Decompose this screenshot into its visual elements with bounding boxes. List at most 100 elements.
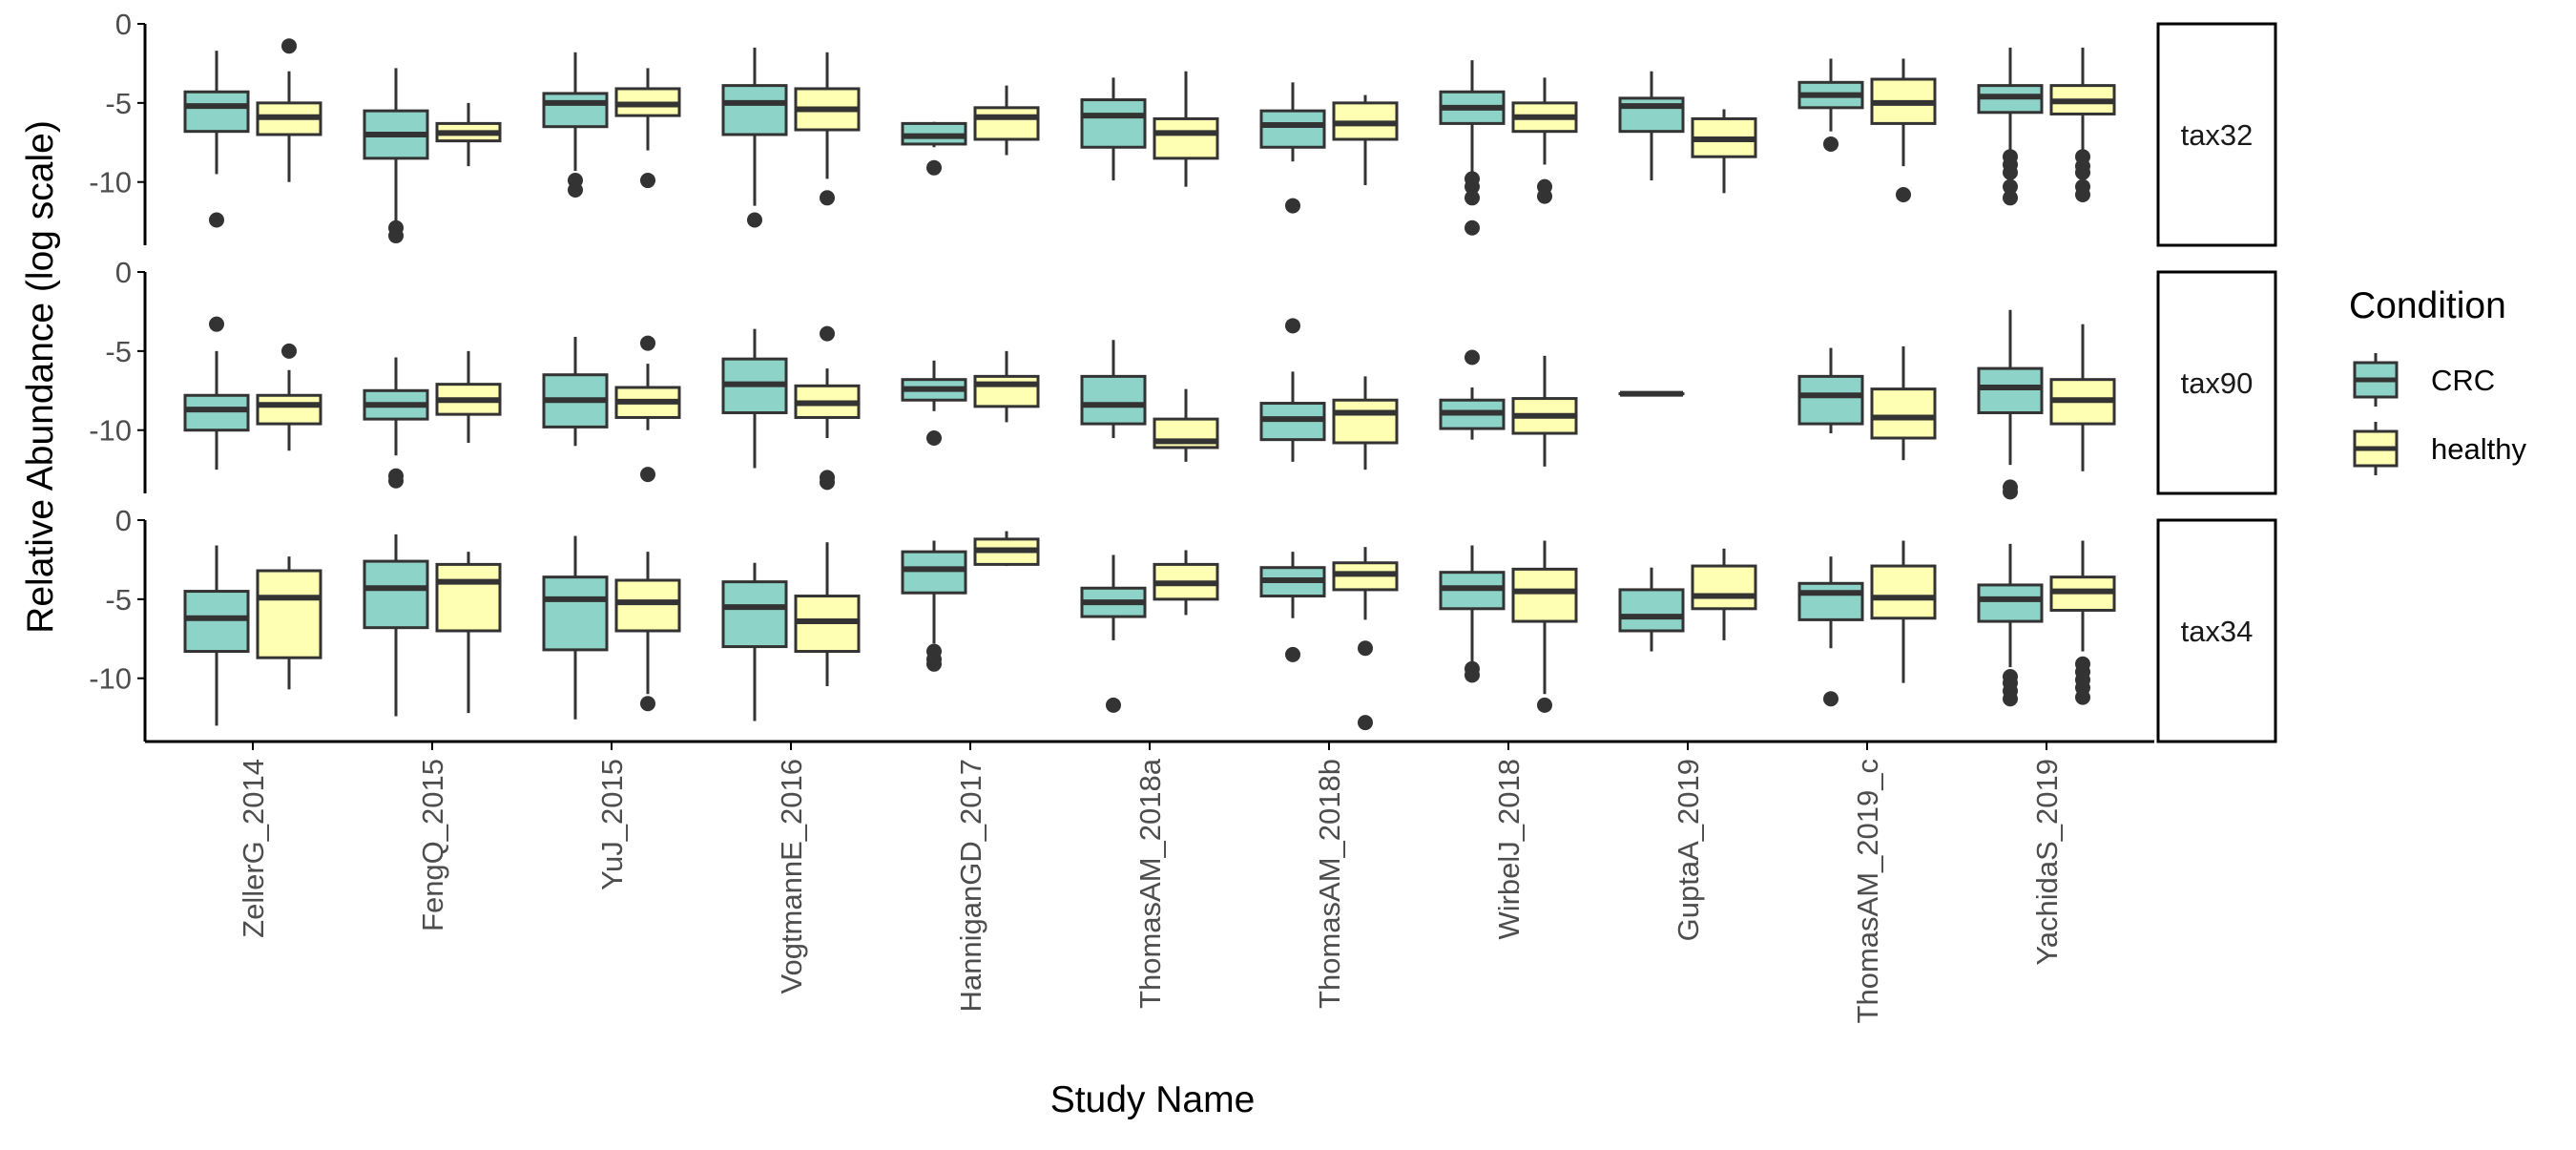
box-healthy-VogtmannE_2016 bbox=[796, 326, 859, 491]
box-iqr bbox=[1620, 590, 1683, 631]
x-tick-label: YachidaS_2019 bbox=[2030, 759, 2064, 966]
outlier-point bbox=[1106, 698, 1121, 713]
x-tick-label: HanniganGD_2017 bbox=[954, 759, 987, 1012]
facet-label: tax90 bbox=[2181, 366, 2254, 400]
outlier-point bbox=[2003, 484, 2018, 499]
box-iqr bbox=[544, 94, 607, 127]
box-healthy-ThomasAM_2018a bbox=[1154, 550, 1217, 615]
box-crc-ThomasAM_2018a bbox=[1082, 77, 1145, 180]
box-healthy-ThomasAM_2019_c bbox=[1872, 58, 1935, 202]
box-crc-WirbelJ_2018 bbox=[1441, 349, 1504, 439]
x-tick-label: WirbelJ_2018 bbox=[1492, 759, 1526, 940]
box-iqr bbox=[185, 92, 248, 131]
box-healthy-FengQ_2015 bbox=[437, 103, 500, 166]
box-crc-ThomasAM_2019_c bbox=[1799, 58, 1862, 151]
facet-label: tax32 bbox=[2181, 118, 2254, 152]
box-healthy-HanniganGD_2017 bbox=[975, 351, 1038, 423]
box-crc-YuJ_2015 bbox=[544, 337, 607, 446]
box-iqr bbox=[1082, 376, 1145, 424]
box-healthy-GuptaA_2019 bbox=[1693, 549, 1755, 640]
box-iqr bbox=[1799, 583, 1862, 619]
box-healthy-HanniganGD_2017 bbox=[975, 532, 1038, 566]
box-crc-HanniganGD_2017 bbox=[903, 361, 966, 446]
box-iqr bbox=[1872, 566, 1935, 618]
box-iqr bbox=[1979, 585, 2042, 621]
y-tick-label: -5 bbox=[105, 87, 132, 120]
box-iqr bbox=[364, 561, 427, 628]
outlier-point bbox=[640, 467, 655, 482]
box-healthy-ThomasAM_2018a bbox=[1154, 72, 1217, 187]
outlier-point bbox=[926, 657, 942, 672]
box-healthy-ZellerG_2014 bbox=[258, 38, 321, 182]
box-crc-YuJ_2015 bbox=[544, 536, 607, 720]
box-iqr bbox=[185, 592, 248, 652]
box-healthy-YuJ_2015 bbox=[616, 68, 679, 188]
box-iqr bbox=[1261, 111, 1324, 147]
box-healthy-ZellerG_2014 bbox=[258, 556, 321, 689]
box-healthy-ThomasAM_2018a bbox=[1154, 389, 1217, 462]
box-crc-HanniganGD_2017 bbox=[903, 122, 966, 176]
y-tick-label: -10 bbox=[89, 414, 132, 448]
box-healthy-ZellerG_2014 bbox=[258, 344, 321, 450]
box-iqr bbox=[1799, 376, 1862, 424]
outlier-point bbox=[1896, 187, 1911, 202]
box-crc-FengQ_2015 bbox=[364, 534, 427, 717]
outlier-point bbox=[2003, 165, 2018, 180]
box-healthy-YachidaS_2019 bbox=[2051, 541, 2114, 705]
box-crc-YachidaS_2019 bbox=[1979, 544, 2042, 706]
y-tick-label: -10 bbox=[89, 166, 132, 199]
box-crc-ThomasAM_2018b bbox=[1261, 552, 1324, 662]
box-iqr bbox=[544, 577, 607, 650]
legend-key-crc: CRC bbox=[2355, 353, 2495, 407]
box-iqr bbox=[1154, 118, 1217, 157]
y-tick-label: 0 bbox=[115, 504, 132, 537]
box-iqr bbox=[903, 552, 966, 593]
outlier-point bbox=[388, 228, 404, 243]
box-crc-FengQ_2015 bbox=[364, 357, 427, 488]
box-iqr bbox=[1082, 100, 1145, 148]
box-iqr bbox=[1693, 566, 1755, 609]
outlier-point bbox=[926, 430, 942, 446]
box-healthy-ThomasAM_2019_c bbox=[1872, 541, 1935, 683]
outlier-point bbox=[1465, 667, 1480, 682]
box-iqr bbox=[258, 395, 321, 424]
legend-key-healthy: healthy bbox=[2355, 422, 2526, 475]
legend-label: healthy bbox=[2431, 432, 2526, 466]
outlier-point bbox=[640, 336, 655, 351]
facet-label: tax34 bbox=[2181, 615, 2254, 648]
box-healthy-YachidaS_2019 bbox=[2051, 324, 2114, 471]
box-iqr bbox=[1334, 400, 1397, 443]
box-crc-HanniganGD_2017 bbox=[903, 541, 966, 672]
outlier-point bbox=[1358, 715, 1373, 730]
box-healthy-ThomasAM_2018b bbox=[1334, 376, 1397, 470]
x-tick-label: FengQ_2015 bbox=[416, 759, 449, 931]
outlier-point bbox=[926, 160, 942, 176]
box-iqr bbox=[723, 86, 786, 135]
box-crc-FengQ_2015 bbox=[364, 68, 427, 243]
outlier-point bbox=[281, 344, 297, 359]
box-healthy-VogtmannE_2016 bbox=[796, 52, 859, 205]
box-healthy-ThomasAM_2018b bbox=[1334, 547, 1397, 730]
y-tick-label: 0 bbox=[115, 256, 132, 289]
outlier-point bbox=[1465, 190, 1480, 205]
x-tick-label: GuptaA_2019 bbox=[1672, 759, 1705, 941]
outlier-point bbox=[820, 474, 835, 490]
box-healthy-VogtmannE_2016 bbox=[796, 542, 859, 686]
y-tick-label: 0 bbox=[115, 8, 132, 41]
box-iqr bbox=[1872, 389, 1935, 438]
box-crc-ThomasAM_2018a bbox=[1082, 340, 1145, 438]
outlier-point bbox=[1823, 691, 1839, 706]
box-crc-WirbelJ_2018 bbox=[1441, 60, 1504, 236]
outlier-point bbox=[2003, 190, 2018, 205]
box-healthy-HanniganGD_2017 bbox=[975, 86, 1038, 156]
x-tick-label: VogtmannE_2016 bbox=[775, 759, 808, 994]
box-crc-ZellerG_2014 bbox=[185, 51, 248, 227]
legend-entries: CRC healthy bbox=[2355, 353, 2526, 475]
legend-label: CRC bbox=[2431, 364, 2495, 397]
outlier-point bbox=[2075, 165, 2090, 180]
